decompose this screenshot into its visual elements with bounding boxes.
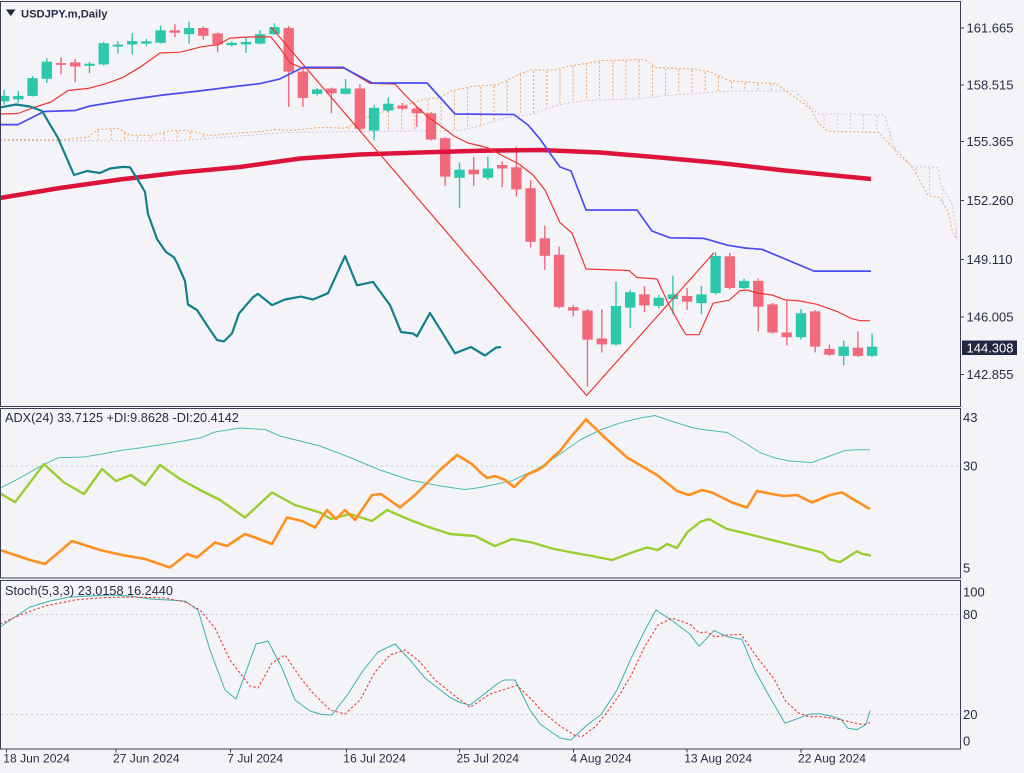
svg-text:22 Aug 2024: 22 Aug 2024 [798,752,866,766]
svg-text:43: 43 [963,410,977,425]
svg-text:30: 30 [963,459,977,474]
svg-text:142.855: 142.855 [967,367,1014,382]
svg-text:155.365: 155.365 [967,134,1014,149]
svg-text:146.005: 146.005 [967,310,1014,325]
svg-text:158.515: 158.515 [967,78,1014,93]
svg-text:4 Aug 2024: 4 Aug 2024 [570,752,631,766]
svg-text:100: 100 [963,585,985,600]
svg-text:144.308: 144.308 [967,341,1014,356]
svg-text:27 Jun 2024: 27 Jun 2024 [113,752,180,766]
svg-text:20: 20 [963,707,977,722]
svg-text:ADX(24) 33.7125 +DI:9.8628 -DI: ADX(24) 33.7125 +DI:9.8628 -DI:20.4142 [5,411,239,425]
svg-text:152.260: 152.260 [967,193,1014,208]
svg-text:Stoch(5,3,3) 23.0158 16.2440: Stoch(5,3,3) 23.0158 16.2440 [5,584,173,598]
svg-text:13 Aug 2024: 13 Aug 2024 [684,752,752,766]
svg-text:5: 5 [963,561,970,576]
svg-text:18 Jun 2024: 18 Jun 2024 [3,752,70,766]
svg-text:USDJPY.m,Daily: USDJPY.m,Daily [21,9,108,21]
svg-text:161.665: 161.665 [967,21,1014,36]
svg-text:25 Jul 2024: 25 Jul 2024 [457,752,520,766]
svg-text:7 Jul 2024: 7 Jul 2024 [227,752,283,766]
svg-text:149.110: 149.110 [967,252,1013,267]
svg-text:16 Jul 2024: 16 Jul 2024 [343,752,406,766]
svg-text:80: 80 [963,607,977,622]
svg-text:0: 0 [963,734,970,749]
